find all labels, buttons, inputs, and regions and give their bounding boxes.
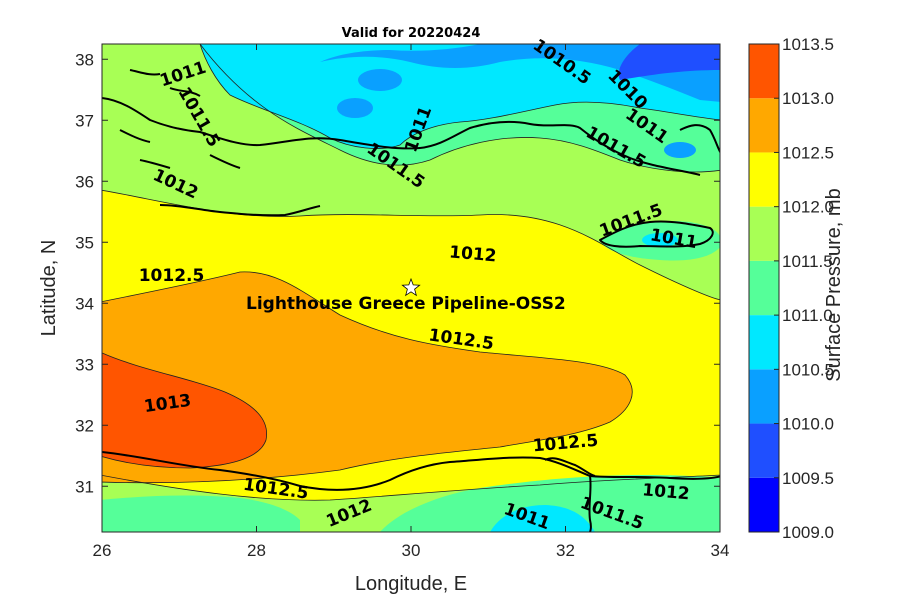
contour-lines — [102, 44, 720, 501]
colorbar-band — [749, 315, 779, 370]
y-axis-title: Latitude, N — [38, 240, 60, 337]
coastline — [102, 69, 720, 532]
x-axis-ticks: 26 28 30 32 34 — [93, 44, 730, 560]
colorbar-band — [749, 260, 779, 316]
coastline-nile-delta — [544, 457, 596, 477]
colorbar-tick-label: 1009.0 — [782, 523, 834, 542]
y-tick-label: 33 — [75, 355, 94, 374]
colorbar-tick-label: 1011.5 — [782, 252, 833, 271]
colorbar-band — [749, 152, 779, 207]
region-1010.5-1011-north — [200, 44, 720, 149]
colorbar-band — [749, 98, 779, 153]
region-1010.5-1011-cyprus — [642, 233, 678, 247]
y-axis-ticks: 31 32 33 34 35 36 37 38 — [75, 50, 720, 496]
colorbar-band — [749, 477, 779, 532]
colorbar-tick-label: 1012.0 — [782, 198, 834, 217]
colorbar-tick-label: 1011.0 — [782, 306, 833, 325]
contour-label: 1012.5 — [139, 266, 205, 286]
colorbar-title: Surface Pressure, mb — [823, 188, 845, 381]
y-tick-label: 35 — [75, 233, 94, 252]
contour-line-1011.5-north — [199, 44, 720, 173]
y-tick-label: 36 — [75, 172, 94, 191]
y-tick-label: 32 — [75, 416, 94, 435]
region-1010-pocket-east — [664, 142, 696, 158]
contour-label: 1012 — [641, 480, 690, 504]
contour-line-1012-south — [102, 474, 720, 501]
y-tick-label: 37 — [75, 111, 94, 130]
contour-line-1012.5 — [102, 271, 633, 484]
colorbar-frame — [748, 43, 780, 533]
colorbar-tick-label: 1009.5 — [782, 469, 834, 488]
contour-line-1013 — [102, 352, 268, 469]
site-marker-label: Lighthouse Greece Pipeline-OSS2 — [246, 294, 566, 314]
colorbar-tick-label: 1013.5 — [782, 35, 834, 54]
region-1011-1011.5-south — [380, 474, 720, 532]
filled-contours — [102, 44, 720, 532]
coastline-turkey-east — [679, 124, 720, 154]
colorbar-tick-label: 1013.0 — [782, 89, 834, 108]
region-1010-pocket-north-2 — [337, 98, 373, 118]
contour-line-1011-north — [199, 44, 720, 149]
y-tick-label: 38 — [75, 50, 94, 69]
x-tick-label: 34 — [711, 541, 730, 560]
coastline-aegean-islands — [119, 69, 241, 169]
coastline-sinai — [588, 475, 592, 532]
colorbar-tick-label: 1010.5 — [782, 360, 834, 379]
colorbar-band — [749, 423, 779, 478]
region-1010-1010.5-north — [320, 44, 720, 102]
y-tick-label: 31 — [75, 477, 94, 496]
colorbar-tick-label: 1012.5 — [782, 143, 834, 162]
coastline-cyprus — [599, 220, 714, 248]
x-axis-title: Longitude, E — [355, 573, 467, 595]
contour-label: 1012 — [448, 242, 497, 266]
region-1010.5-1011-south — [490, 505, 595, 532]
colorbar-band — [749, 206, 779, 261]
region-1010-pocket-north — [358, 69, 402, 91]
x-tick-label: 30 — [402, 541, 421, 560]
x-tick-label: 32 — [556, 541, 575, 560]
plot-title: Valid for 20220424 — [342, 26, 481, 41]
region-1013-1013.5 — [102, 352, 267, 468]
x-tick-label: 28 — [247, 541, 266, 560]
coastline-turkey — [102, 97, 701, 176]
colorbar-band — [749, 44, 779, 99]
colorbar-tick-label: 1010.0 — [782, 415, 834, 434]
coastline-crete — [159, 204, 321, 217]
coastline-africa — [102, 451, 720, 491]
region-1009.5-1010-northeast — [618, 44, 720, 80]
colorbar-band — [749, 369, 779, 424]
y-tick-label: 34 — [75, 294, 94, 313]
x-tick-label: 26 — [93, 541, 112, 560]
colorbar: 1009.0 1009.5 1010.0 1010.5 1011.0 1011.5 1012… — [748, 35, 834, 542]
site-marker-star-icon — [401, 277, 421, 297]
region-1011-1011.5-southwest — [102, 495, 300, 532]
